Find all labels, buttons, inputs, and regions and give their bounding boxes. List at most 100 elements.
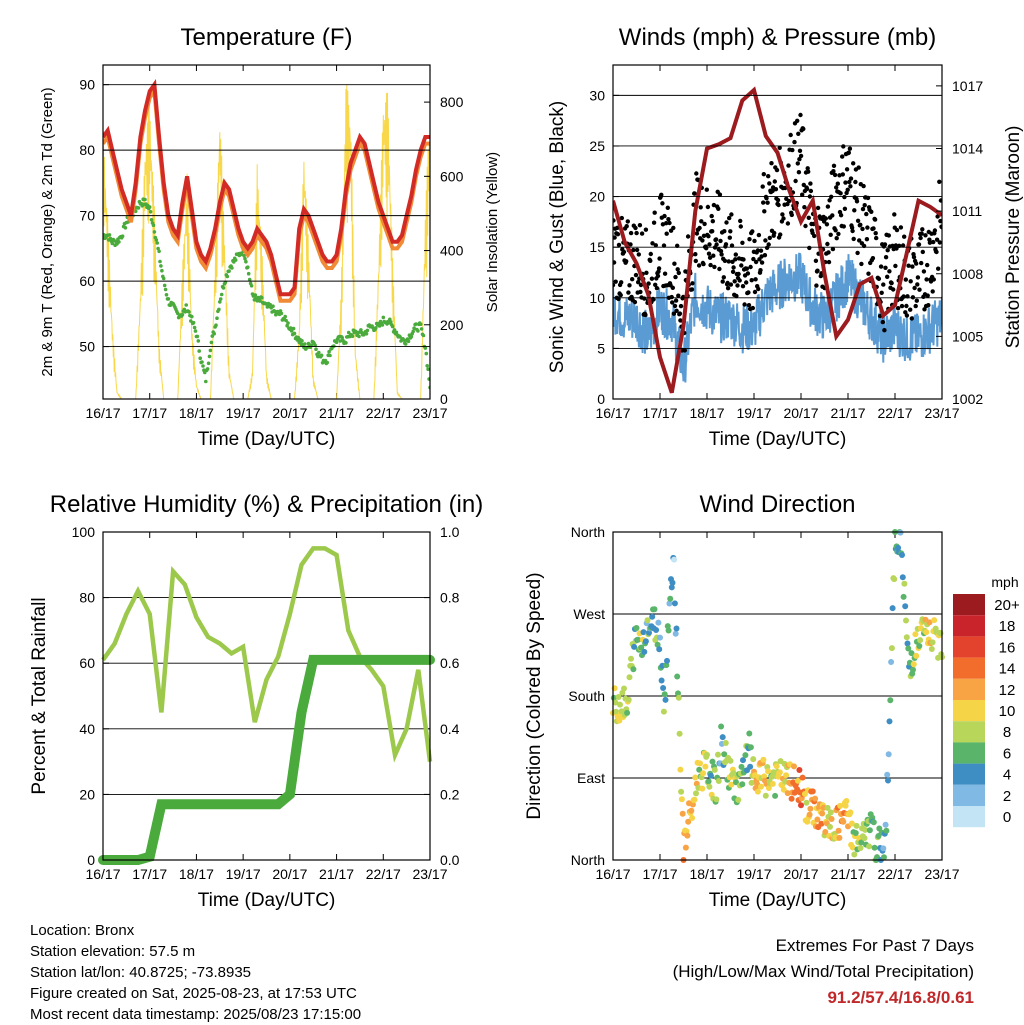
colorbar-swatch <box>953 721 985 743</box>
temperature-ytick-label: 60 <box>79 273 95 289</box>
gust-point <box>938 218 942 224</box>
recent-timestamp-text: Most recent data timestamp: 2025/08/23 1… <box>30 1006 362 1023</box>
direction-point <box>837 802 844 809</box>
direction-point <box>806 811 813 818</box>
gust-point <box>758 268 763 273</box>
gust-point <box>737 278 742 283</box>
gust-point <box>777 145 782 150</box>
humidity-panel: Relative Humidity (%) & Precipitation (i… <box>29 491 483 911</box>
direction-point <box>704 751 710 758</box>
humidity-xtick-label: 23/17 <box>412 866 447 882</box>
direction-point <box>814 816 821 823</box>
dewpoint-point <box>258 299 262 303</box>
direction-point <box>665 627 672 634</box>
colorbar-swatch <box>953 806 985 828</box>
winds-y2tick-label: 1017 <box>952 78 983 94</box>
dewpoint-point <box>350 334 355 339</box>
gust-point <box>878 264 884 269</box>
dewpoint-point <box>286 321 290 325</box>
gust-point <box>649 276 655 281</box>
direction-point <box>905 645 912 652</box>
direction-point <box>660 685 667 691</box>
dewpoint-point <box>147 205 152 209</box>
direction-point <box>633 625 640 631</box>
gust-point <box>742 302 747 307</box>
gust-point <box>815 268 820 273</box>
direction-point <box>788 795 795 802</box>
gust-point <box>638 289 643 295</box>
dewpoint-point <box>317 350 321 355</box>
direction-point <box>853 822 860 829</box>
colorbar-label: 12 <box>999 682 1016 699</box>
gust-point <box>673 298 679 303</box>
gust-point <box>925 262 930 268</box>
gust-point <box>778 232 783 237</box>
gust-point <box>843 180 848 185</box>
direction-point <box>888 645 895 652</box>
elevation-text: Station elevation: 57.5 m <box>30 943 196 960</box>
gust-point <box>763 238 768 243</box>
gust-point <box>730 259 735 264</box>
direction-xtick-label: 17/17 <box>642 866 677 882</box>
dewpoint-point <box>243 256 247 261</box>
gust-point <box>925 293 930 298</box>
gust-point <box>835 181 840 186</box>
gust-point <box>859 261 864 267</box>
dewpoint-point <box>390 324 395 329</box>
direction-point <box>765 768 772 775</box>
humidity-xtick-label: 16/17 <box>85 866 120 882</box>
temperature-ytick-label: 50 <box>79 339 95 355</box>
temperature-y2tick-label: 800 <box>440 94 464 110</box>
humidity-xlabel: Time (Day/UTC) <box>198 890 336 911</box>
dewpoint-point <box>313 343 317 348</box>
gust-point <box>669 294 674 300</box>
gust-point <box>937 179 942 184</box>
gust-point <box>903 277 908 282</box>
direction-point <box>885 777 891 784</box>
dewpoint-point <box>219 292 224 297</box>
gust-point <box>698 205 703 210</box>
dewpoint-point <box>157 249 161 254</box>
gust-point <box>710 229 715 234</box>
colorbar-swatch <box>953 678 985 700</box>
direction-point <box>928 646 935 652</box>
gust-point <box>910 264 915 269</box>
colorbar-label: 8 <box>1003 724 1011 741</box>
gust-point <box>616 242 622 248</box>
winds-ytick-label: 30 <box>589 87 605 103</box>
gust-point <box>770 188 775 194</box>
gust-point <box>882 242 888 247</box>
gust-point <box>613 279 618 284</box>
colorbar-swatch <box>953 636 985 658</box>
dewpoint-point <box>426 367 430 372</box>
dewpoint-point <box>380 323 385 327</box>
gust-point <box>919 231 924 236</box>
gust-point <box>841 224 846 229</box>
dewpoint-point <box>198 356 202 361</box>
direction-point <box>616 717 623 724</box>
direction-point <box>912 631 919 638</box>
dewpoint-point <box>162 283 167 288</box>
gust-point <box>874 235 879 241</box>
direction-point <box>910 666 916 673</box>
dewpoint-point <box>314 347 318 352</box>
dewpoint-point <box>421 333 426 338</box>
direction-point <box>644 617 651 624</box>
dewpoint-point <box>424 351 429 356</box>
dewpoint-point <box>364 332 369 336</box>
winds-xtick-label: 16/17 <box>595 405 630 421</box>
direction-point <box>866 843 873 850</box>
dewpoint-point <box>300 339 304 343</box>
gust-point <box>802 205 807 210</box>
direction-point <box>794 777 801 784</box>
gust-point <box>689 287 695 292</box>
dewpoint-point <box>212 331 216 336</box>
winds-ylabel: Sonic Wind & Gust (Blue, Black) <box>547 101 568 373</box>
gust-point <box>916 242 922 247</box>
gust-point <box>898 225 904 230</box>
gust-point <box>702 221 707 227</box>
winds-xtick-label: 20/17 <box>783 405 818 421</box>
dewpoint-point <box>218 300 222 304</box>
gust-point <box>838 191 843 196</box>
dewpoint-point <box>151 223 156 227</box>
